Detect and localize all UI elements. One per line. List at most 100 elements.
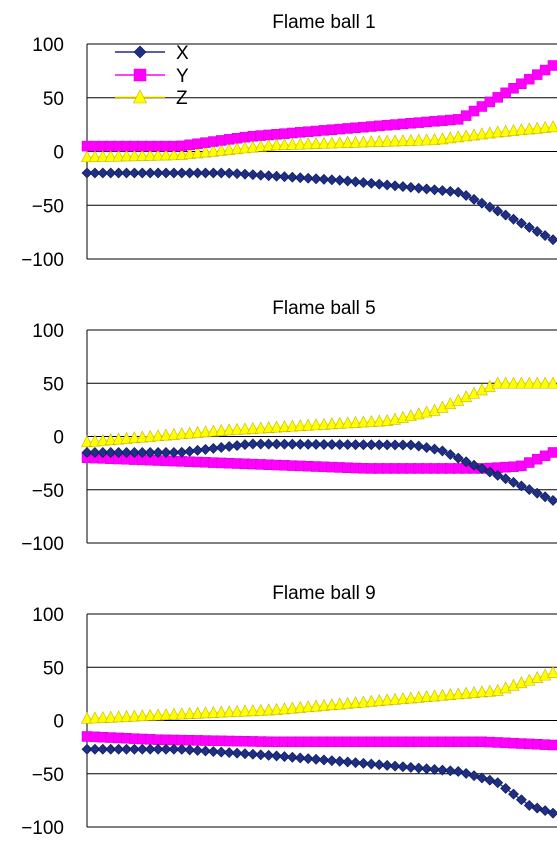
y-tick-label: 50 xyxy=(43,374,64,395)
y-tick-label: −50 xyxy=(32,765,64,786)
series-z-point xyxy=(349,696,362,709)
series-x-point xyxy=(500,473,512,485)
series-x-point xyxy=(128,447,140,458)
series-x-point xyxy=(223,747,235,759)
series-x-point xyxy=(89,743,101,755)
series-z-point xyxy=(262,420,275,433)
series-x-point xyxy=(358,439,369,451)
series-x-point xyxy=(97,447,109,458)
series-x-point xyxy=(128,743,140,755)
series-x-point xyxy=(271,170,282,182)
series-z-point xyxy=(365,414,378,427)
series-x-point xyxy=(286,751,298,763)
legend-swatch-marker xyxy=(133,45,147,59)
legend-swatch-marker xyxy=(133,89,147,104)
series-x-point xyxy=(136,167,148,179)
series-z-point xyxy=(254,421,267,434)
series-z-point xyxy=(112,149,125,162)
series-x-point xyxy=(160,167,172,179)
series-x-point xyxy=(531,487,543,499)
series-z-point xyxy=(175,147,188,160)
series-z-point xyxy=(120,709,133,722)
series-x-point xyxy=(539,491,551,503)
series-z-point xyxy=(246,421,259,434)
y-tick-label: 0 xyxy=(53,143,64,164)
series-x-point xyxy=(263,170,275,182)
series-z-point xyxy=(215,423,228,436)
series-x-point xyxy=(523,221,535,233)
series-x-point xyxy=(373,178,385,190)
series-x xyxy=(81,167,557,246)
series-x-point xyxy=(97,167,109,179)
series-z-point xyxy=(215,143,228,156)
series-x-point xyxy=(239,168,251,180)
series-z-point xyxy=(381,693,394,706)
series-x xyxy=(81,438,557,506)
series-x-point xyxy=(113,167,125,179)
series-x-point xyxy=(421,183,433,195)
chart-title: Flame ball 5 xyxy=(272,298,376,319)
series-z-point xyxy=(215,705,228,718)
series-x-point xyxy=(231,168,243,180)
series-z-point xyxy=(302,418,315,431)
series-z-point xyxy=(104,710,117,723)
series-z-point xyxy=(144,148,157,161)
y-tick-label: 50 xyxy=(43,89,64,110)
series-x-point xyxy=(113,447,125,458)
series-x-point xyxy=(547,494,557,506)
series-z-point xyxy=(231,142,244,155)
series-z-point xyxy=(302,700,315,713)
y-tick-label: −50 xyxy=(32,481,64,502)
series-z-point xyxy=(128,431,141,444)
series-z-point xyxy=(81,711,93,724)
series-x-point xyxy=(342,439,354,451)
series-x-point xyxy=(492,205,504,217)
series-z-point xyxy=(468,128,481,141)
series-x-point xyxy=(239,748,251,760)
series-x-point xyxy=(302,438,314,450)
series-z-point xyxy=(96,149,109,162)
series-z-point xyxy=(460,390,473,403)
series-x-point xyxy=(121,743,132,755)
series-z-point xyxy=(152,148,165,161)
series-x-point xyxy=(358,757,369,769)
series-z-point xyxy=(499,376,512,389)
series-z xyxy=(81,120,557,163)
legend-label: X xyxy=(176,43,189,64)
y-tick-label: 100 xyxy=(32,321,64,342)
series-x-point xyxy=(81,447,93,458)
series-x-point xyxy=(389,760,401,772)
series-z-point xyxy=(223,423,236,436)
series-x-point xyxy=(255,438,267,450)
series-x-point xyxy=(350,176,361,188)
series-x-point xyxy=(413,440,425,452)
series-x-point xyxy=(271,750,282,762)
series-x-point xyxy=(365,177,377,189)
series-z-point xyxy=(159,708,172,721)
series-z-point xyxy=(152,429,165,442)
series-z-point xyxy=(270,138,283,151)
series-z-point xyxy=(389,692,402,705)
series-x-point xyxy=(247,748,259,760)
y-tick-label: 0 xyxy=(53,428,64,449)
series-z-point xyxy=(317,136,330,149)
series-x-point xyxy=(279,171,290,183)
series-z-point xyxy=(191,425,204,438)
y-tick-label: −100 xyxy=(21,250,64,271)
series-x-point xyxy=(342,175,354,187)
series-z-point xyxy=(112,432,125,445)
series-x-point xyxy=(405,761,417,773)
y-tick-label: −100 xyxy=(21,818,64,839)
series-x-point xyxy=(286,438,298,450)
series-x-point xyxy=(121,167,132,179)
series-z xyxy=(81,376,557,448)
series-z-point xyxy=(310,699,323,712)
series-z-point xyxy=(88,711,101,724)
series-z-point xyxy=(317,417,330,430)
series-x-point xyxy=(326,755,338,767)
series-x-point xyxy=(508,213,519,225)
series-x-point xyxy=(365,758,377,770)
series-x-point xyxy=(365,439,377,451)
series-z-point xyxy=(183,147,196,160)
series-z-point xyxy=(183,707,196,719)
